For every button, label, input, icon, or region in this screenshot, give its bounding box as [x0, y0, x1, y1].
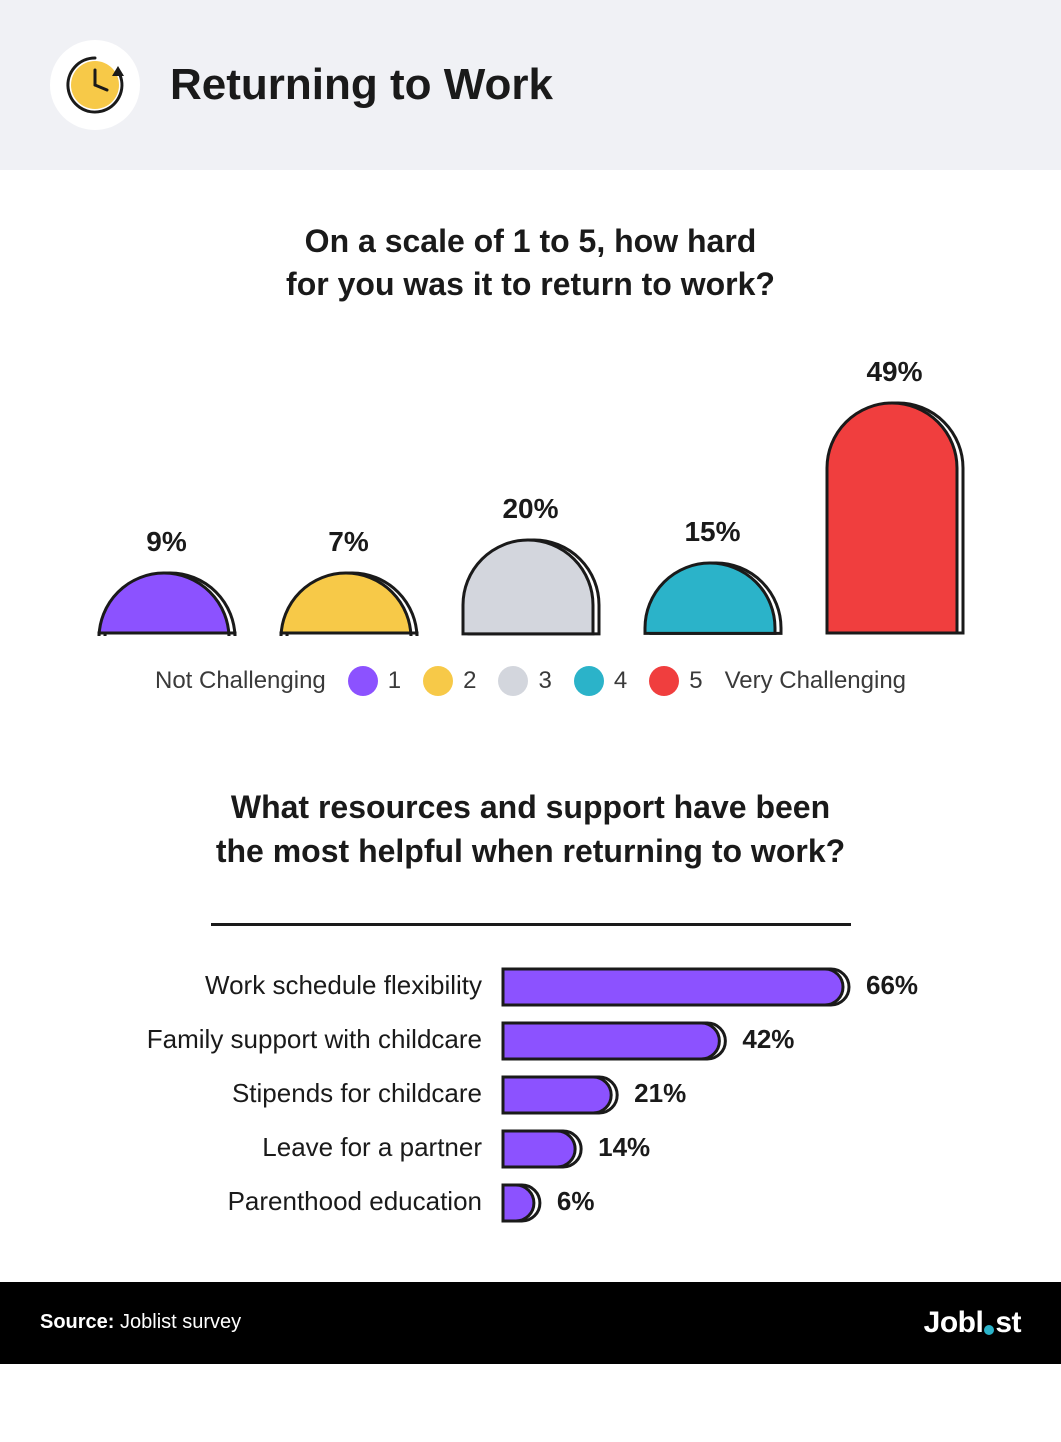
footer-source: Source: Joblist survey [40, 1311, 241, 1334]
legend-num-4: 4 [614, 667, 627, 695]
logo-text-2: st [995, 1306, 1021, 1340]
legend-num-2: 2 [463, 667, 476, 695]
legend-item-3: 3 [498, 666, 551, 696]
legend-num-5: 5 [689, 667, 702, 695]
hbar-row-4: Parenthood education 6% [70, 1182, 991, 1222]
hbar-label-2: Stipends for childcare [70, 1078, 500, 1109]
hbar-list: Work schedule flexibility 66% Family suppo… [70, 966, 991, 1222]
arch-value-1: 7% [328, 526, 368, 558]
source-text: Joblist survey [120, 1311, 241, 1333]
hbar-row-2: Stipends for childcare 21% [70, 1074, 991, 1114]
arch-shape-2 [460, 537, 602, 637]
source-label: Source: [40, 1311, 114, 1333]
chart1-q-line1: On a scale of 1 to 5, how hard [305, 223, 757, 259]
hbar-label-3: Leave for a partner [70, 1132, 500, 1163]
page-title: Returning to Work [170, 60, 553, 110]
hbar-label-4: Parenthood education [70, 1186, 500, 1217]
arch-shape-4 [824, 400, 966, 636]
hbar-value-0: 66% [866, 970, 918, 1001]
header-bar: Returning to Work [0, 0, 1061, 170]
legend-item-5: 5 [649, 666, 702, 696]
arch-value-2: 20% [502, 493, 558, 525]
hbar-bar-1 [500, 1020, 728, 1060]
legend-right-label: Very Challenging [725, 667, 906, 695]
chart1-q-line2: for you was it to return to work? [286, 266, 775, 302]
arch-bar-1: 9% [96, 526, 238, 636]
content-area: On a scale of 1 to 5, how hard for you w… [0, 170, 1061, 1282]
legend-dot-4 [574, 666, 604, 696]
hbar-bar-3 [500, 1128, 584, 1168]
chart2-q-line2: the most helpful when returning to work? [216, 833, 845, 869]
arch-value-3: 15% [684, 516, 740, 548]
arch-value-4: 49% [866, 356, 922, 388]
arch-shape-1 [278, 570, 420, 636]
chart-resources: What resources and support have been the… [70, 786, 991, 1221]
hbar-label-0: Work schedule flexibility [70, 970, 500, 1001]
legend-left-label: Not Challenging [155, 667, 326, 695]
legend-num-1: 1 [388, 667, 401, 695]
hbar-row-1: Family support with childcare 42% [70, 1020, 991, 1060]
arch-shape-0 [96, 570, 238, 636]
footer-bar: Source: Joblist survey Joblst [0, 1282, 1061, 1364]
chart1-legend: Not Challenging 1 2 3 4 5 Very Challenging [70, 666, 991, 696]
arch-value-0: 9% [146, 526, 186, 558]
legend-item-2: 2 [423, 666, 476, 696]
clock-icon [50, 40, 140, 130]
legend-item-4: 4 [574, 666, 627, 696]
legend-num-3: 3 [538, 667, 551, 695]
legend-dot-2 [423, 666, 453, 696]
hbar-bar-4 [500, 1182, 543, 1222]
hbar-bar-2 [500, 1074, 620, 1114]
chart2-question: What resources and support have been the… [70, 786, 991, 872]
logo-text: Jobl [924, 1306, 984, 1340]
arch-bar-2: 7% [278, 526, 420, 636]
chart2-q-line1: What resources and support have been [231, 789, 830, 825]
hbar-value-4: 6% [557, 1186, 595, 1217]
legend-dot-3 [498, 666, 528, 696]
legend-dot-1 [348, 666, 378, 696]
chart1-question: On a scale of 1 to 5, how hard for you w… [70, 220, 991, 306]
arch-shape-3 [642, 560, 784, 636]
legend-item-1: 1 [348, 666, 401, 696]
divider-line [211, 923, 851, 926]
footer-logo: Joblst [924, 1306, 1021, 1340]
logo-dot-icon [984, 1325, 994, 1335]
hbar-bar-0 [500, 966, 852, 1006]
chart-difficulty: On a scale of 1 to 5, how hard for you w… [70, 220, 991, 696]
arch-bar-5: 49% [824, 356, 966, 636]
arch-bar-3: 20% [460, 493, 602, 637]
hbar-row-0: Work schedule flexibility 66% [70, 966, 991, 1006]
hbar-label-1: Family support with childcare [70, 1024, 500, 1055]
hbar-row-3: Leave for a partner 14% [70, 1128, 991, 1168]
hbar-value-3: 14% [598, 1132, 650, 1163]
legend-dot-5 [649, 666, 679, 696]
hbar-value-1: 42% [742, 1024, 794, 1055]
arch-bar-4: 15% [642, 516, 784, 636]
hbar-value-2: 21% [634, 1078, 686, 1109]
arch-bar-row: 9% 7% 20% 15% 49% [70, 356, 991, 636]
